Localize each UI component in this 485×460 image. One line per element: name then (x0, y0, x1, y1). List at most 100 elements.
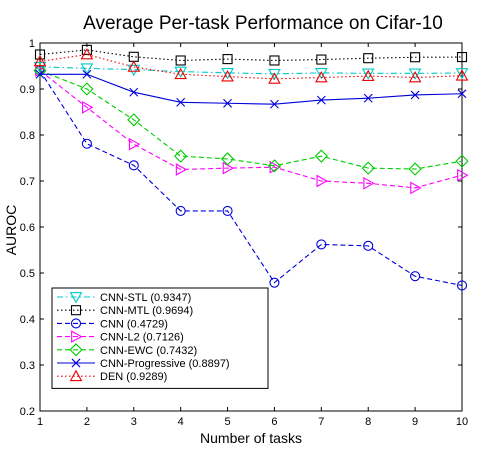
data-point (363, 176, 375, 190)
y-axis-title: AUROC (3, 205, 19, 256)
data-point (127, 60, 141, 72)
data-point (128, 137, 141, 151)
x-tick-label: 8 (365, 416, 371, 428)
legend-marker (71, 358, 81, 368)
data-point (268, 72, 281, 84)
data-point-shape (361, 69, 375, 81)
data-point (410, 181, 422, 195)
legend-item: DEN (0.9289) (57, 369, 167, 383)
data-point-shape (81, 44, 92, 55)
data-point-shape (267, 159, 282, 173)
data-point-shape (363, 240, 374, 251)
series-5 (33, 63, 469, 176)
data-point (220, 152, 235, 166)
data-point-shape (456, 52, 468, 63)
series-line (39, 70, 463, 189)
data-point (363, 240, 374, 251)
data-point (222, 205, 233, 216)
series-6 (35, 69, 467, 109)
data-point (82, 69, 92, 79)
legend-item: CNN (0.4729) (57, 318, 168, 330)
data-point-stroke-b (82, 69, 92, 79)
legend-item: CNN-EWC (0.7432) (57, 343, 197, 357)
data-point-shape (127, 113, 141, 127)
data-point (222, 161, 235, 175)
data-point (316, 174, 328, 188)
data-point-shape (316, 174, 328, 188)
data-point (410, 271, 421, 282)
data-point-shape (316, 54, 327, 65)
legend-marker-shape (71, 330, 83, 343)
data-point-shape (408, 70, 422, 83)
data-point-shape (457, 168, 469, 182)
data-point (176, 97, 186, 107)
legend-marker-shape (69, 343, 83, 357)
y-tick-label: 0.6 (20, 222, 35, 234)
series-line (39, 70, 463, 287)
y-tick-label: 0.2 (20, 406, 35, 418)
data-point-shape (314, 70, 328, 83)
legend-label: DEN (0.9289) (100, 371, 167, 383)
data-point (316, 54, 327, 65)
legend-marker-shape (70, 318, 82, 329)
x-tick-label: 7 (318, 416, 324, 428)
legend-marker-stroke-b (71, 358, 81, 368)
data-point-shape (316, 239, 327, 250)
data-point (127, 113, 141, 127)
data-point (267, 159, 282, 173)
data-point (222, 54, 233, 65)
data-point (410, 90, 420, 100)
data-point (456, 280, 468, 291)
data-point (129, 87, 139, 97)
data-point-shape (363, 53, 374, 64)
data-point (175, 163, 188, 176)
data-point-shape (410, 271, 421, 282)
x-axis-title: Number of tasks (200, 430, 302, 446)
data-point-shape (80, 47, 94, 60)
data-point (456, 52, 468, 63)
data-point-stroke-b (176, 97, 186, 107)
data-point-shape (361, 68, 375, 80)
plot-area: 1 2 3 4 5 6 7 8 9 10 0.2 0.3 0.4 0.5 0.6 0.7 0.8 0.9 1 (20, 38, 469, 428)
data-point-shape (363, 176, 375, 190)
data-point (81, 138, 92, 149)
legend-label: CNN-L2 (0.7126) (100, 332, 184, 344)
x-tick-label: 5 (224, 416, 230, 428)
data-point-shape (222, 54, 233, 65)
data-point-shape (33, 63, 47, 78)
data-point-shape (455, 68, 469, 80)
series-line (39, 49, 463, 62)
data-point-shape (410, 52, 421, 63)
data-point-shape (221, 70, 234, 82)
chart-title: Average Per-task Performance on Cifar-10 (83, 13, 443, 34)
data-point (455, 68, 469, 80)
data-point (314, 70, 328, 83)
data-point (221, 68, 234, 80)
y-tick-label: 0.5 (20, 268, 35, 280)
legend-box (51, 287, 269, 389)
data-point (174, 67, 188, 80)
y-tick-label: 0.8 (20, 130, 35, 142)
legend-marker (70, 318, 82, 329)
series-2 (34, 44, 468, 66)
data-point (174, 66, 188, 79)
data-point (35, 69, 45, 79)
data-point-shape (33, 54, 47, 67)
data-point (174, 149, 188, 163)
data-point-shape (455, 69, 469, 81)
data-point-shape (222, 161, 235, 175)
data-point (268, 68, 281, 81)
data-point-stroke-b (223, 98, 232, 108)
data-point-shape (269, 277, 280, 288)
data-point (408, 70, 422, 83)
data-point-stroke-b (316, 95, 326, 105)
data-point-shape (361, 161, 375, 175)
y-tick-label: 1 (29, 38, 35, 50)
legend-item: CNN-MTL (0.9694) (57, 305, 193, 317)
legend-label: CNN-MTL (0.9694) (100, 305, 193, 317)
data-point (457, 168, 469, 182)
data-point (175, 55, 186, 66)
y-tick-label: 0.7 (20, 176, 35, 188)
data-point (457, 89, 467, 99)
data-point-shape (314, 68, 328, 80)
